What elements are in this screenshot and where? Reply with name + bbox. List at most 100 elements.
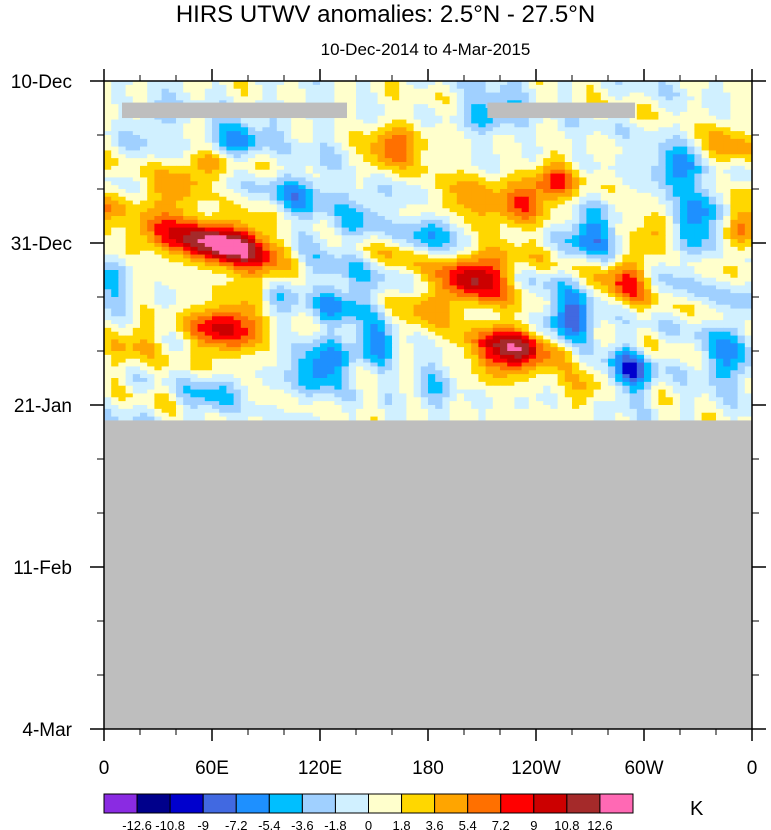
heatmap-cell bbox=[492, 266, 501, 271]
heatmap-cell bbox=[507, 212, 515, 217]
heatmap-cell bbox=[701, 231, 710, 236]
heatmap-cell bbox=[471, 165, 479, 171]
heatmap-cell bbox=[716, 169, 724, 174]
heatmap-cell bbox=[608, 135, 616, 140]
heatmap-cell bbox=[334, 208, 342, 213]
heatmap-cell bbox=[168, 277, 177, 282]
heatmap-cell bbox=[543, 96, 551, 101]
heatmap-cell bbox=[672, 135, 681, 140]
heatmap-cell bbox=[464, 250, 472, 255]
heatmap-cell bbox=[564, 150, 573, 155]
heatmap-cell bbox=[327, 243, 335, 248]
heatmap-cell bbox=[420, 246, 429, 252]
heatmap-cell bbox=[543, 119, 551, 124]
heatmap-cell bbox=[154, 154, 162, 159]
heatmap-cell bbox=[708, 127, 717, 132]
heatmap-cell bbox=[478, 258, 486, 263]
heatmap-cell bbox=[233, 243, 242, 248]
heatmap-cell bbox=[406, 293, 414, 298]
heatmap-cell bbox=[420, 277, 429, 282]
heatmap-cell bbox=[478, 181, 486, 186]
heatmap-cell bbox=[197, 192, 206, 198]
heatmap-cell bbox=[514, 138, 522, 144]
heatmap-cell bbox=[557, 223, 566, 228]
heatmap-cell bbox=[687, 138, 695, 144]
heatmap-cell bbox=[680, 266, 688, 271]
heatmap-cell bbox=[730, 212, 738, 217]
heatmap-cell bbox=[233, 138, 242, 144]
heatmap-cell bbox=[240, 204, 249, 209]
heatmap-cell bbox=[550, 169, 558, 174]
heatmap-cell bbox=[572, 246, 580, 252]
heatmap-cell bbox=[600, 258, 609, 263]
heatmap-cell bbox=[197, 181, 206, 186]
heatmap-cell bbox=[658, 138, 666, 144]
heatmap-cell bbox=[176, 92, 184, 97]
heatmap-cell bbox=[492, 273, 501, 279]
heatmap-cell bbox=[572, 285, 580, 290]
heatmap-cell bbox=[564, 196, 573, 201]
heatmap-cell bbox=[665, 266, 674, 271]
heatmap-cell bbox=[449, 223, 458, 228]
heatmap-cell bbox=[708, 246, 717, 252]
heatmap-cell bbox=[521, 189, 530, 194]
heatmap-cell bbox=[363, 81, 371, 86]
heatmap-cell bbox=[701, 189, 710, 194]
heatmap-cell bbox=[154, 200, 162, 205]
heatmap-cell bbox=[478, 108, 486, 113]
heatmap-cell bbox=[622, 231, 630, 236]
heatmap-cell bbox=[420, 88, 429, 93]
heatmap-cell bbox=[701, 212, 710, 217]
heatmap-cell bbox=[327, 273, 335, 279]
heatmap-cell bbox=[665, 162, 674, 167]
heatmap-cell bbox=[406, 208, 414, 213]
heatmap-cell bbox=[132, 173, 141, 178]
heatmap-cell bbox=[154, 266, 162, 271]
heatmap-cell bbox=[291, 219, 299, 225]
heatmap-cell bbox=[111, 293, 119, 298]
heatmap-cell bbox=[341, 169, 350, 174]
heatmap-cell bbox=[363, 92, 371, 97]
heatmap-cell bbox=[320, 250, 328, 255]
heatmap-cell bbox=[737, 185, 746, 190]
heatmap-cell bbox=[363, 108, 371, 113]
heatmap-cell bbox=[356, 135, 364, 140]
heatmap-cell bbox=[543, 254, 551, 259]
heatmap-cell bbox=[564, 127, 573, 132]
heatmap-cell bbox=[161, 285, 170, 290]
heatmap-cell bbox=[672, 196, 681, 201]
heatmap-cell bbox=[298, 200, 306, 205]
heatmap-cell bbox=[363, 250, 371, 255]
heatmap-cell bbox=[492, 81, 501, 86]
heatmap-cell bbox=[255, 254, 263, 259]
heatmap-cell bbox=[507, 277, 515, 282]
heatmap-cell bbox=[125, 119, 134, 124]
heatmap-cell bbox=[651, 100, 659, 105]
heatmap-cell bbox=[471, 88, 479, 93]
heatmap-cell bbox=[168, 289, 177, 294]
heatmap-cell bbox=[708, 227, 717, 232]
heatmap-cell bbox=[615, 246, 623, 252]
heatmap-cell bbox=[370, 219, 378, 225]
heatmap-cell bbox=[348, 285, 357, 290]
heatmap-cell bbox=[219, 146, 227, 151]
heatmap-cell bbox=[716, 200, 724, 205]
heatmap-cell bbox=[658, 165, 666, 171]
heatmap-cell bbox=[413, 142, 422, 147]
heatmap-cell bbox=[248, 235, 256, 240]
heatmap-cell bbox=[701, 158, 710, 163]
heatmap-cell bbox=[161, 219, 170, 225]
heatmap-cell bbox=[384, 277, 393, 282]
heatmap-cell bbox=[298, 146, 306, 151]
heatmap-cell bbox=[284, 138, 292, 144]
heatmap-cell bbox=[406, 150, 414, 155]
heatmap-cell bbox=[356, 150, 364, 155]
heatmap-cell bbox=[464, 239, 472, 244]
heatmap-cell bbox=[219, 254, 227, 259]
heatmap-cell bbox=[608, 223, 616, 228]
heatmap-cell bbox=[665, 165, 674, 171]
heatmap-cell bbox=[161, 243, 170, 248]
heatmap-cell bbox=[665, 127, 674, 132]
heatmap-cell bbox=[428, 285, 436, 290]
heatmap-cell bbox=[658, 127, 666, 132]
